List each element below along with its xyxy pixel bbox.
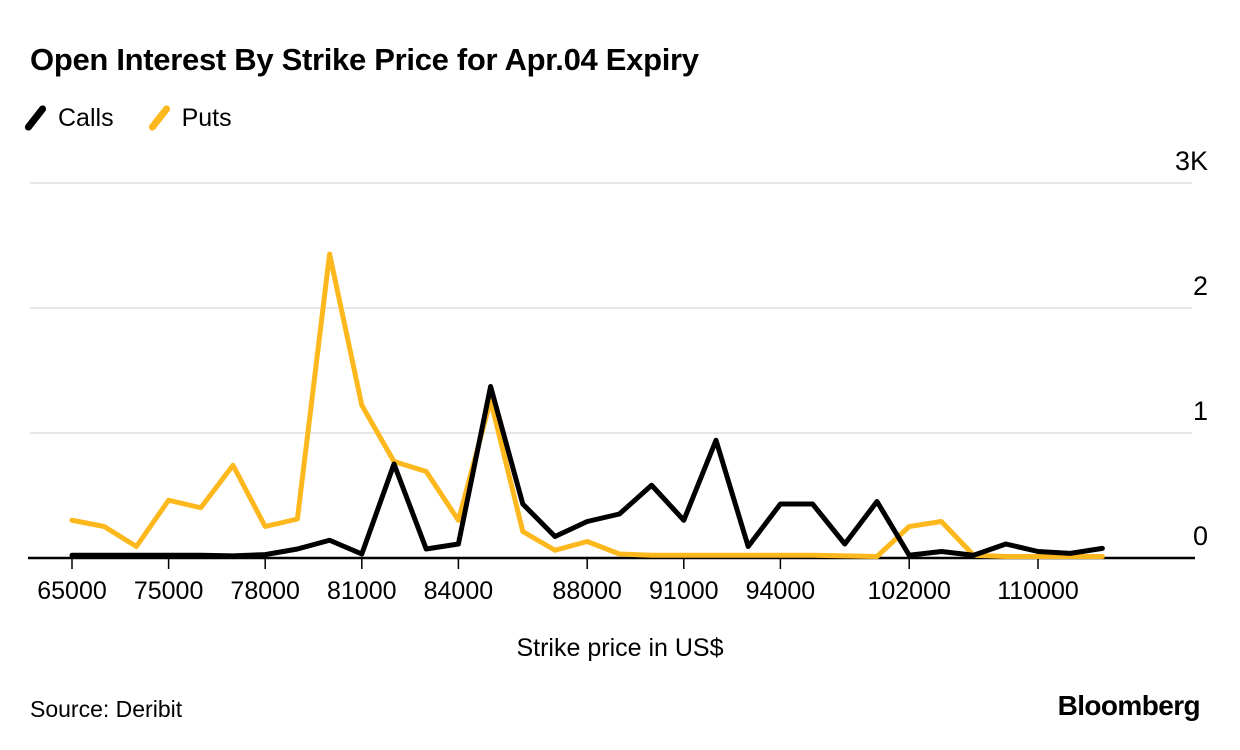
bloomberg-logo: Bloomberg <box>1057 690 1201 721</box>
x-axis-tick-label: 91000 <box>649 577 719 605</box>
source-note: Source: Deribit <box>30 696 183 722</box>
y-axis-tick-label: 1 <box>1193 396 1208 426</box>
x-axis-tick-label: 75000 <box>134 577 204 605</box>
x-axis-tick-label: 65000 <box>37 577 107 605</box>
y-axis-tick-label: 2 <box>1193 271 1208 301</box>
x-axis-tick-label: 88000 <box>552 577 622 605</box>
legend-label-puts: Puts <box>181 104 232 132</box>
calls-line <box>69 384 1105 559</box>
y-axis-tick-label: 0 <box>1193 521 1208 551</box>
legend: Calls Puts <box>23 103 232 133</box>
legend-label-calls: Calls <box>58 104 114 132</box>
legend-item-calls: Calls <box>23 103 114 133</box>
puts-line <box>69 251 1105 559</box>
chart-title: Open Interest By Strike Price for Apr.04… <box>30 42 699 77</box>
x-axis-tick-label: 94000 <box>746 577 816 605</box>
y-axis-tick-label: 3K <box>1175 146 1208 176</box>
legend-item-puts: Puts <box>147 103 232 133</box>
x-axis-tick-label: 81000 <box>327 577 397 605</box>
x-axis-tick-label: 102000 <box>867 577 950 605</box>
x-axis-tick-label: 84000 <box>424 577 494 605</box>
x-axis-title: Strike price in US$ <box>516 634 724 662</box>
x-axis-tick-label: 78000 <box>230 577 300 605</box>
x-axis-tick-label: 110000 <box>997 577 1079 605</box>
